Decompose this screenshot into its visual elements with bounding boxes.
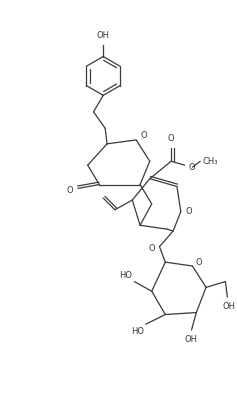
Text: CH₃: CH₃ bbox=[202, 157, 218, 166]
Text: O: O bbox=[186, 207, 192, 216]
Text: O: O bbox=[140, 130, 147, 139]
Text: OH: OH bbox=[97, 31, 110, 40]
Text: O: O bbox=[168, 134, 174, 143]
Text: HO: HO bbox=[131, 327, 144, 336]
Text: OH: OH bbox=[185, 335, 198, 344]
Text: O: O bbox=[195, 258, 202, 267]
Text: O: O bbox=[149, 244, 156, 253]
Text: O: O bbox=[67, 186, 73, 195]
Text: OH: OH bbox=[223, 302, 236, 311]
Text: HO: HO bbox=[119, 271, 132, 280]
Text: O: O bbox=[189, 162, 195, 172]
